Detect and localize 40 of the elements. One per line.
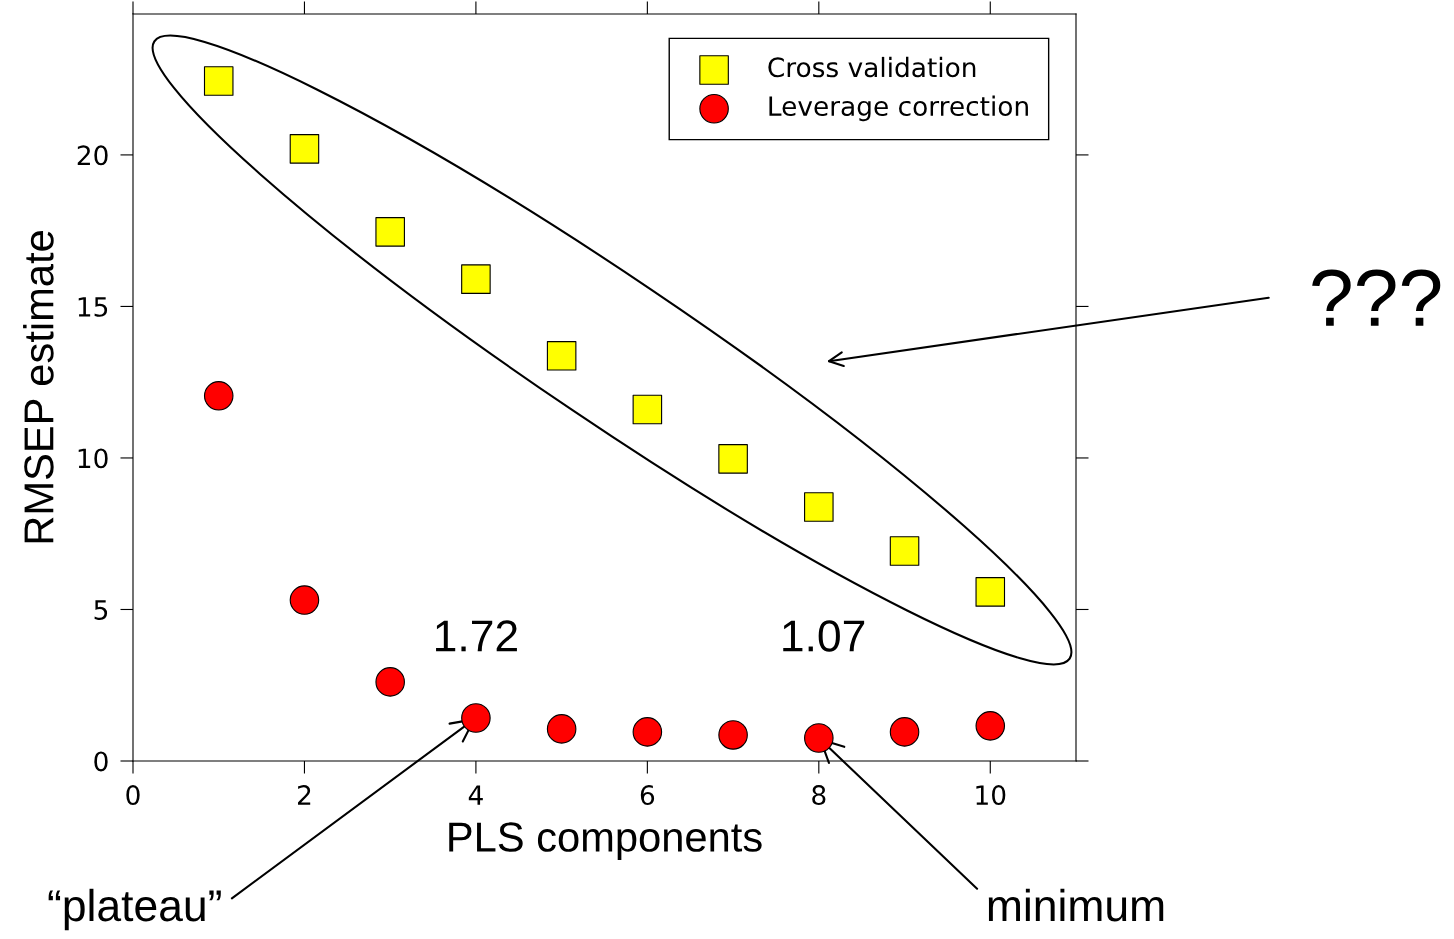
- annotation: “plateau”: [48, 888, 221, 931]
- point: [718, 720, 748, 750]
- y-tick-label: 10: [78, 448, 108, 469]
- point: [975, 577, 1006, 607]
- x-axis-title: PLS components: [449, 822, 762, 861]
- point: [461, 703, 491, 733]
- y-axis-title: RMSEP estimate: [23, 231, 54, 543]
- x-tick-label: 2: [297, 785, 311, 805]
- point: [804, 723, 834, 753]
- annotation: 1.72: [436, 620, 517, 652]
- y-tick-label: 5: [94, 600, 108, 620]
- point: [203, 381, 234, 411]
- y-tick-label: 15: [78, 297, 108, 317]
- x-tick-label: 0: [126, 785, 140, 806]
- point: [546, 714, 577, 744]
- y-tick-label: 20: [77, 145, 108, 166]
- point: [375, 667, 405, 697]
- annotation: 1.07: [783, 620, 865, 652]
- point: [375, 217, 405, 247]
- annotation: minimum: [988, 888, 1164, 922]
- point: [632, 394, 663, 425]
- x-tick-label: 10: [976, 785, 1006, 806]
- legend-label: Leverage correction: [769, 95, 1028, 122]
- point: [203, 66, 234, 96]
- text: ???: [1312, 269, 1441, 326]
- point: [289, 134, 320, 164]
- point: [975, 711, 1006, 741]
- point: [289, 585, 320, 615]
- point: [461, 264, 491, 294]
- x-tick-label: 4: [468, 785, 483, 805]
- legend-label: Cross validation: [768, 56, 976, 78]
- x-tick-label: 8: [812, 785, 826, 806]
- point: [804, 492, 834, 522]
- point: [889, 536, 920, 566]
- point: [546, 341, 577, 371]
- x-tick-label: 6: [640, 785, 655, 806]
- point: [632, 717, 663, 747]
- point: [718, 444, 748, 474]
- point: [889, 717, 920, 747]
- y-tick-label: 0: [94, 751, 108, 772]
